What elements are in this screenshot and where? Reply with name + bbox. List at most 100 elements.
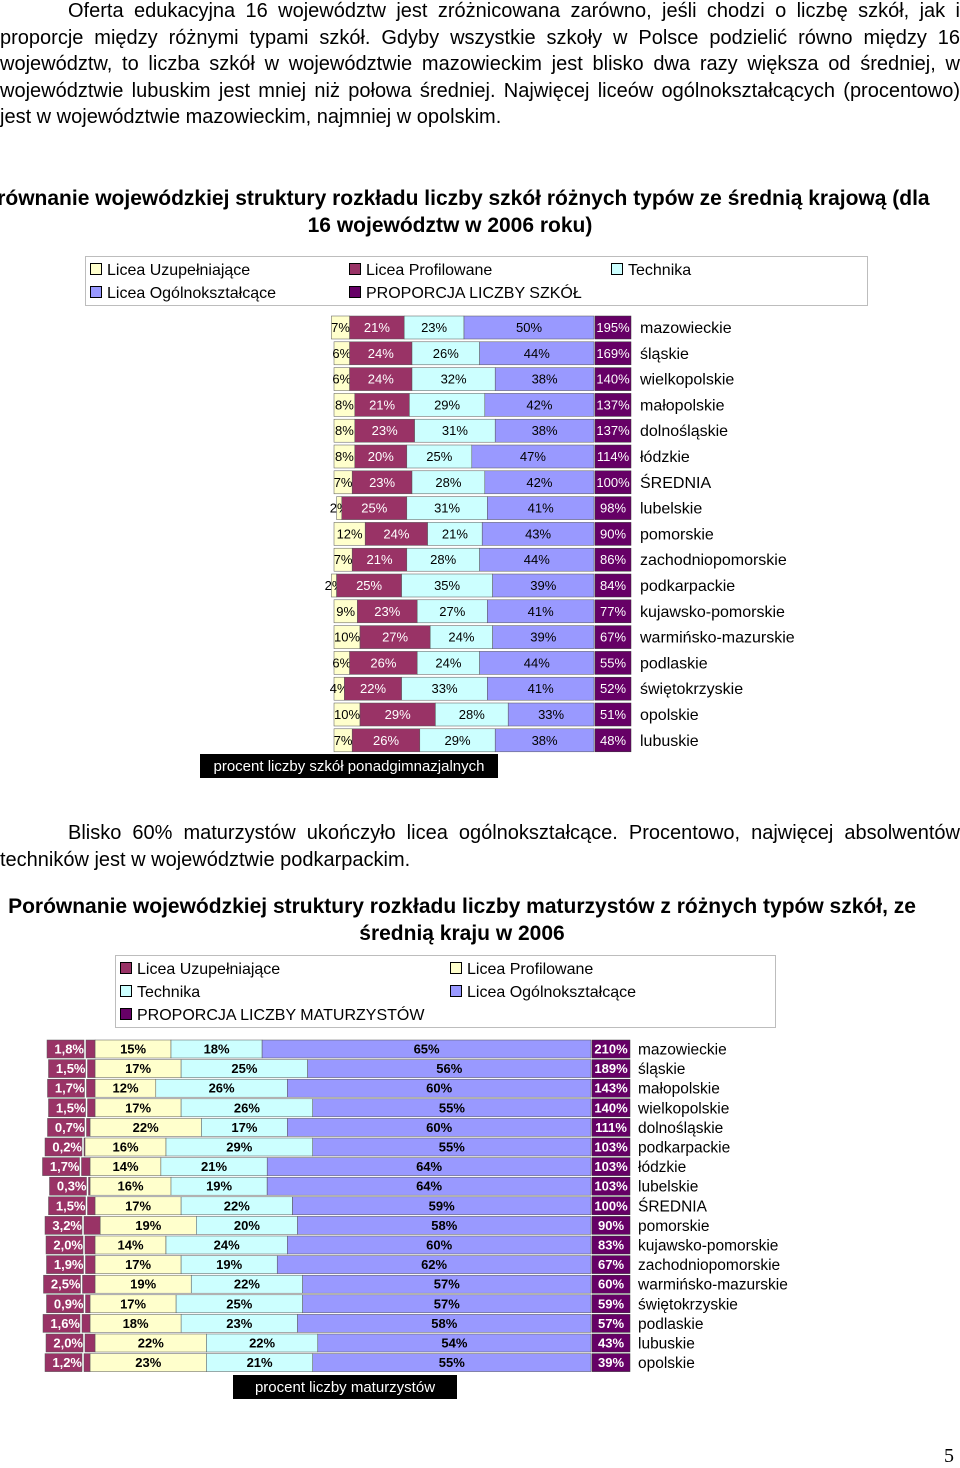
chart1-legend: Licea Uzupełniające Licea Profilowane Te… — [85, 256, 868, 306]
data-label: 12% — [112, 1081, 138, 1096]
proportion-label: 100% — [596, 475, 630, 490]
data-label: 1,6% — [50, 1316, 80, 1331]
data-label: 20% — [234, 1218, 260, 1233]
page-number: 5 — [944, 1445, 954, 1467]
legend-label: Licea Ogólnokształcące — [107, 285, 276, 302]
chart1-legend-item-2: Licea Profilowane — [349, 262, 492, 280]
bar-segment — [81, 1157, 91, 1176]
bar-segment — [487, 496, 595, 520]
bar-segment — [492, 573, 595, 598]
data-label: 32% — [441, 372, 467, 387]
data-label: 31% — [434, 501, 460, 516]
proportion-label: 43% — [598, 1336, 624, 1351]
data-label: 25% — [361, 501, 387, 516]
proportion-label: 210% — [594, 1042, 628, 1057]
category-label: wielkopolskie — [637, 1100, 729, 1117]
chart2-legend-item-1: Licea Uzupełniające — [120, 961, 280, 979]
legend-swatch — [349, 263, 361, 275]
data-label: 22% — [249, 1336, 275, 1351]
bar-segment — [487, 599, 595, 624]
data-label: 19% — [216, 1257, 242, 1272]
data-label: 14% — [117, 1238, 143, 1253]
proportion-box — [591, 1157, 631, 1176]
data-label: 38% — [532, 733, 558, 748]
bar-segment — [507, 702, 595, 727]
data-label: 59% — [429, 1198, 455, 1213]
data-label: 12% — [337, 526, 363, 541]
data-label: 54% — [441, 1336, 467, 1351]
data-label: 29% — [226, 1140, 252, 1155]
proportion-box — [591, 1274, 631, 1294]
data-label: 21% — [369, 397, 395, 412]
data-label: 1,5% — [56, 1100, 86, 1115]
bar-segment — [81, 1314, 91, 1333]
legend-swatch — [450, 985, 462, 997]
proportion-box — [594, 625, 632, 649]
proportion-box — [591, 1078, 631, 1098]
data-label: 44% — [524, 655, 550, 670]
chart2-legend-item-5: PROPORCJA LICZBY MATURZYSTÓW — [120, 1007, 424, 1025]
legend-label: Licea Profilowane — [467, 961, 594, 978]
chart1-legend-item-3: Technika — [611, 262, 691, 280]
data-label: 39% — [530, 578, 556, 593]
chart2-title-text: Porównanie wojewódzkiej struktury rozkła… — [8, 895, 916, 945]
legend-label: Licea Uzupełniające — [137, 961, 281, 978]
data-label: 6% — [332, 372, 351, 387]
category-label: dolnośląskie — [638, 1120, 723, 1137]
data-label: 25% — [356, 578, 382, 593]
proportion-label: 103% — [594, 1179, 628, 1194]
data-label: 23% — [372, 423, 398, 438]
data-label: 14% — [112, 1159, 138, 1174]
bar-segment — [277, 1255, 592, 1274]
category-label: podlaskie — [640, 655, 708, 672]
data-label: 1,5% — [56, 1198, 86, 1213]
data-label: 2,0% — [53, 1238, 83, 1253]
legend-swatch — [611, 263, 623, 275]
category-label: wielkopolskie — [639, 372, 734, 389]
proportion-label: 137% — [596, 423, 630, 438]
proportion-label: 195% — [596, 320, 630, 335]
data-label: 24% — [368, 346, 394, 361]
data-label: 21% — [442, 526, 468, 541]
proportion-label: 98% — [600, 501, 626, 516]
proportion-box — [591, 1196, 631, 1216]
proportion-box — [591, 1216, 631, 1235]
data-label: 7% — [331, 320, 350, 335]
category-label: łódzkie — [638, 1159, 686, 1176]
data-label: 55% — [439, 1355, 465, 1370]
data-label: 57% — [434, 1296, 460, 1311]
category-label: małopolskie — [638, 1081, 720, 1098]
data-label: 29% — [444, 733, 470, 748]
proportion-box — [591, 1098, 631, 1118]
data-label: 17% — [231, 1120, 257, 1135]
proportion-box — [591, 1137, 631, 1157]
chart1-title-text: Porównanie wojewódzkiej struktury rozkła… — [0, 187, 930, 237]
proportion-label: 103% — [594, 1159, 628, 1174]
category-label: podkarpackie — [640, 578, 735, 595]
data-label: 29% — [385, 707, 411, 722]
data-label: 26% — [234, 1100, 260, 1115]
data-label: 39% — [530, 630, 556, 645]
category-label: lubelskie — [638, 1179, 698, 1196]
data-label: 44% — [524, 346, 550, 361]
bar-segment — [312, 1098, 592, 1118]
intro-paragraph: Oferta edukacyjna 16 województw jest zró… — [0, 0, 960, 128]
data-label: 21% — [201, 1159, 227, 1174]
data-label: 33% — [538, 707, 564, 722]
data-label: 19% — [206, 1179, 232, 1194]
proportion-label: 60% — [598, 1277, 624, 1292]
chart1-legend-item-4: Licea Ogólnokształcące — [90, 285, 276, 303]
data-label: 19% — [135, 1218, 161, 1233]
category-label: ŚREDNIA — [640, 473, 711, 492]
data-label: 20% — [368, 449, 394, 464]
bar-segment — [266, 1157, 592, 1176]
proportion-label: 90% — [598, 1218, 624, 1233]
proportion-label: 77% — [600, 604, 626, 619]
proportion-box — [594, 496, 632, 520]
bar-segment — [287, 1235, 592, 1255]
data-label: 56% — [436, 1061, 462, 1076]
data-label: 8% — [335, 449, 354, 464]
bar-segment — [494, 367, 595, 391]
chart1-legend-item-1: Licea Uzupełniające — [90, 262, 250, 280]
